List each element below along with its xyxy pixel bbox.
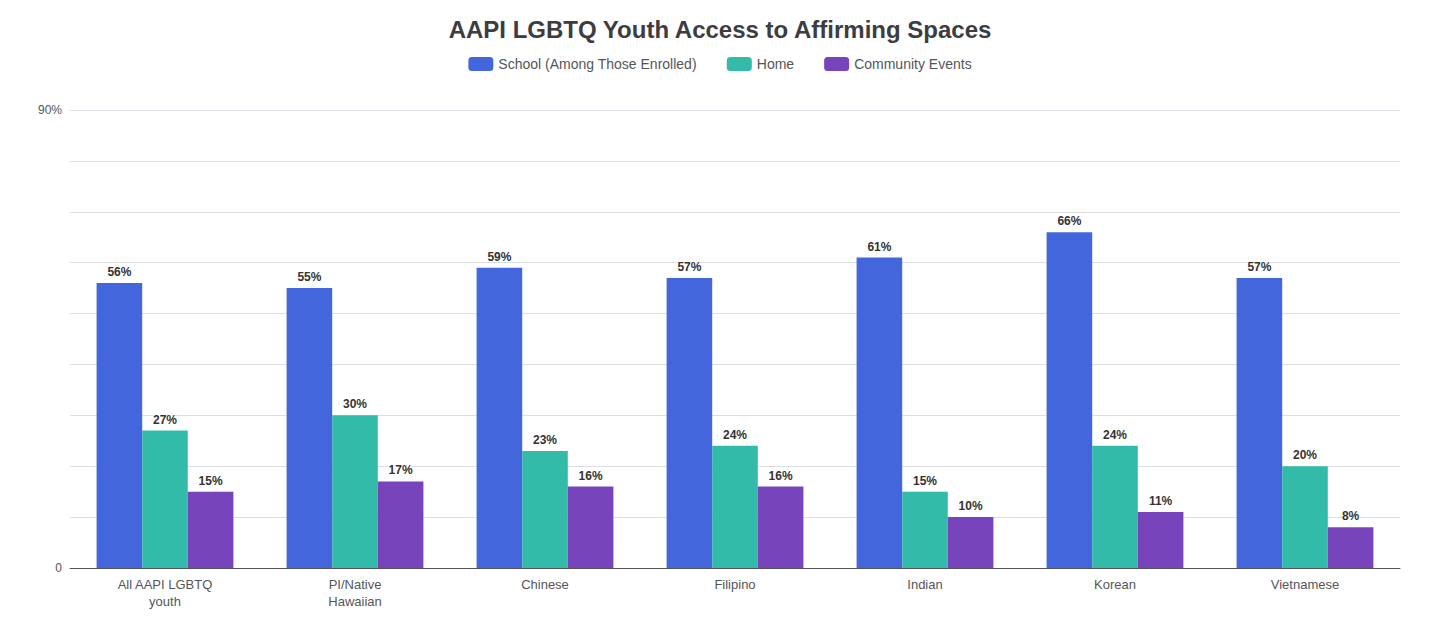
svg-text:11%: 11%: [1149, 494, 1173, 508]
svg-text:15%: 15%: [199, 474, 223, 488]
svg-text:57%: 57%: [677, 260, 701, 274]
svg-text:PI/Native: PI/Native: [329, 577, 382, 592]
svg-text:27%: 27%: [153, 413, 177, 427]
svg-text:Community Events: Community Events: [854, 56, 971, 72]
svg-text:Hawaiian: Hawaiian: [328, 594, 381, 609]
svg-text:59%: 59%: [487, 250, 511, 264]
svg-text:8%: 8%: [1342, 509, 1360, 523]
svg-text:61%: 61%: [867, 240, 891, 254]
svg-text:Home: Home: [757, 56, 795, 72]
svg-text:AAPI LGBTQ Youth Access to Aff: AAPI LGBTQ Youth Access to Affirming Spa…: [449, 16, 992, 43]
svg-text:School (Among Those Enrolled): School (Among Those Enrolled): [498, 56, 696, 72]
svg-text:20%: 20%: [1293, 448, 1317, 462]
svg-text:Korean: Korean: [1094, 577, 1136, 592]
svg-text:youth: youth: [149, 594, 181, 609]
svg-text:Chinese: Chinese: [521, 577, 569, 592]
svg-text:Vietnamese: Vietnamese: [1271, 577, 1339, 592]
svg-text:All AAPI LGBTQ: All AAPI LGBTQ: [118, 577, 213, 592]
svg-text:90%: 90%: [38, 103, 62, 117]
svg-text:16%: 16%: [769, 469, 793, 483]
svg-text:24%: 24%: [723, 428, 747, 442]
svg-text:Indian: Indian: [907, 577, 942, 592]
svg-text:55%: 55%: [297, 270, 321, 284]
svg-text:56%: 56%: [107, 265, 131, 279]
svg-text:24%: 24%: [1103, 428, 1127, 442]
svg-text:57%: 57%: [1247, 260, 1271, 274]
svg-text:30%: 30%: [343, 397, 367, 411]
svg-text:17%: 17%: [389, 463, 413, 477]
svg-text:10%: 10%: [959, 499, 983, 513]
svg-text:15%: 15%: [913, 474, 937, 488]
svg-text:23%: 23%: [533, 433, 557, 447]
svg-text:0: 0: [55, 561, 62, 575]
svg-text:Filipino: Filipino: [714, 577, 755, 592]
svg-text:66%: 66%: [1057, 214, 1081, 228]
svg-text:16%: 16%: [579, 469, 603, 483]
